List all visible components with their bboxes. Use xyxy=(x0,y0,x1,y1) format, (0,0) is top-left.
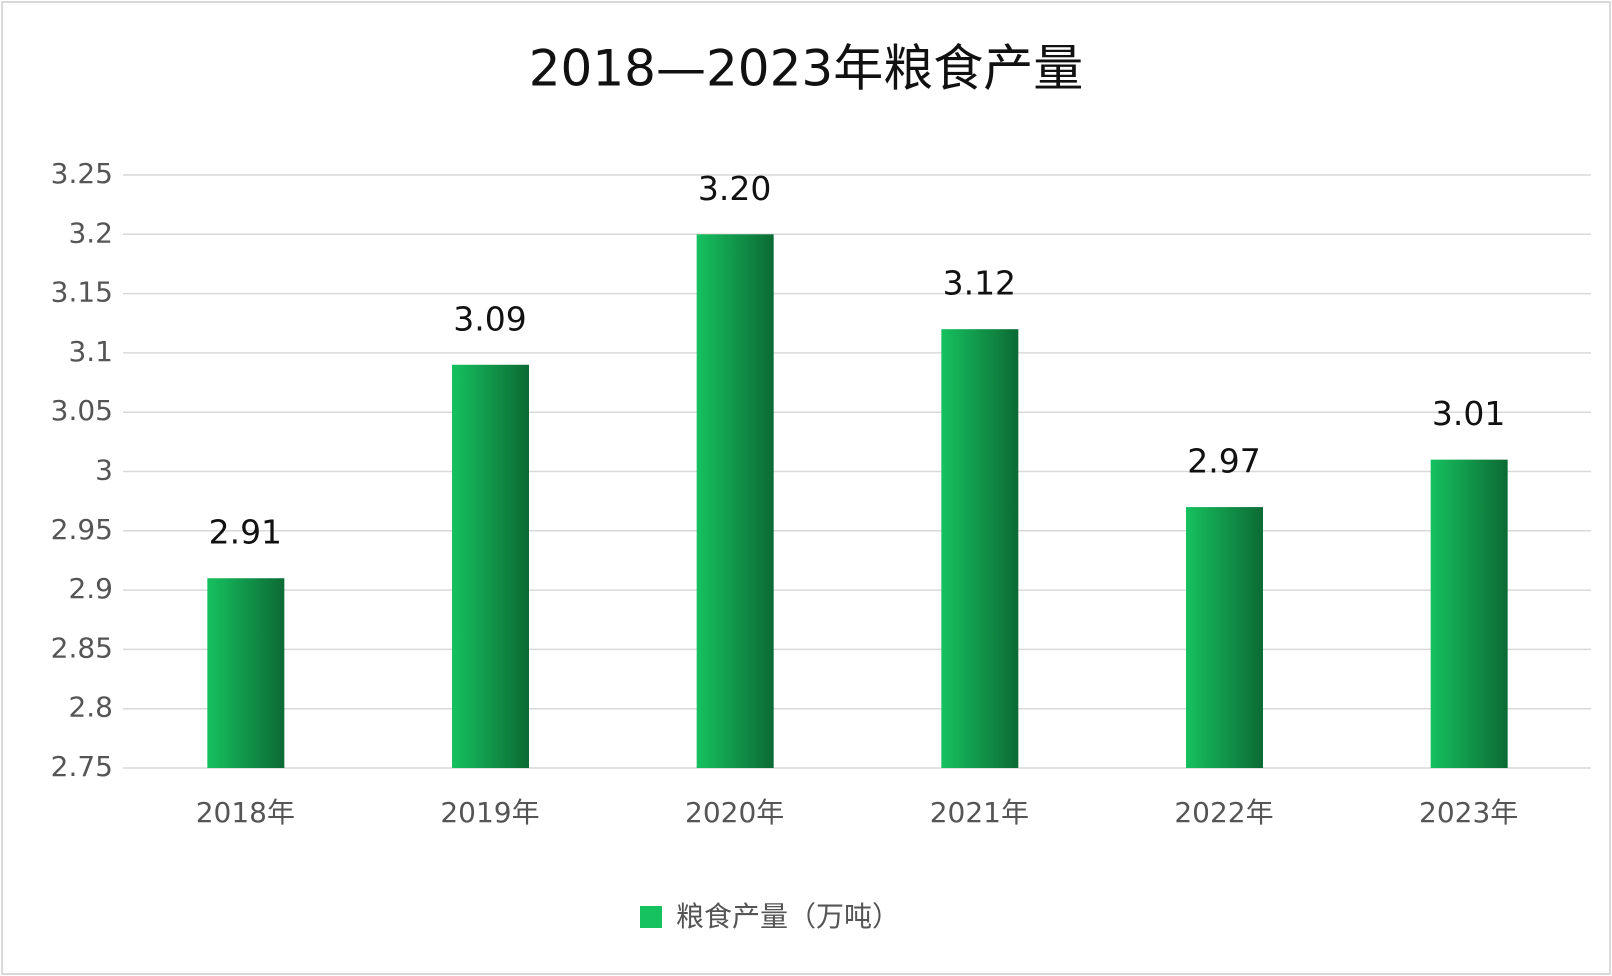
y-tick-label: 3.2 xyxy=(68,216,113,249)
bar xyxy=(1430,459,1508,768)
value-label: 3.12 xyxy=(943,264,1016,303)
y-tick-label: 2.9 xyxy=(68,572,113,605)
value-label: 3.09 xyxy=(453,299,526,338)
legend-label: 粮食产量（万吨） xyxy=(676,900,900,933)
x-tick-label: 2020年 xyxy=(685,796,784,829)
bar xyxy=(1186,507,1263,768)
bar xyxy=(207,578,285,768)
y-tick-label: 3.1 xyxy=(68,335,113,368)
bar xyxy=(696,234,774,769)
y-tick-label: 3.15 xyxy=(51,276,113,309)
value-label: 2.97 xyxy=(1187,442,1260,481)
y-tick-label: 3.05 xyxy=(51,394,113,427)
value-label: 3.20 xyxy=(698,169,771,208)
chart-title: 2018—2023年粮食产量 xyxy=(529,40,1084,98)
bar xyxy=(452,364,529,768)
y-tick-label: 2.85 xyxy=(51,631,113,664)
y-tick-label: 3 xyxy=(95,454,113,487)
x-tick-label: 2021年 xyxy=(930,796,1029,829)
y-tick-label: 2.75 xyxy=(51,750,113,783)
y-tick-label: 3.25 xyxy=(51,157,113,190)
y-tick-label: 2.95 xyxy=(51,513,113,546)
bar xyxy=(941,329,1019,768)
value-label: 3.01 xyxy=(1432,394,1505,433)
x-tick-label: 2022年 xyxy=(1174,796,1273,829)
x-tick-label: 2019年 xyxy=(440,796,539,829)
x-tick-label: 2023年 xyxy=(1419,796,1518,829)
y-tick-label: 2.8 xyxy=(68,691,113,724)
x-tick-label: 2018年 xyxy=(196,796,295,829)
value-label: 2.91 xyxy=(209,513,282,552)
legend-swatch xyxy=(640,906,662,928)
